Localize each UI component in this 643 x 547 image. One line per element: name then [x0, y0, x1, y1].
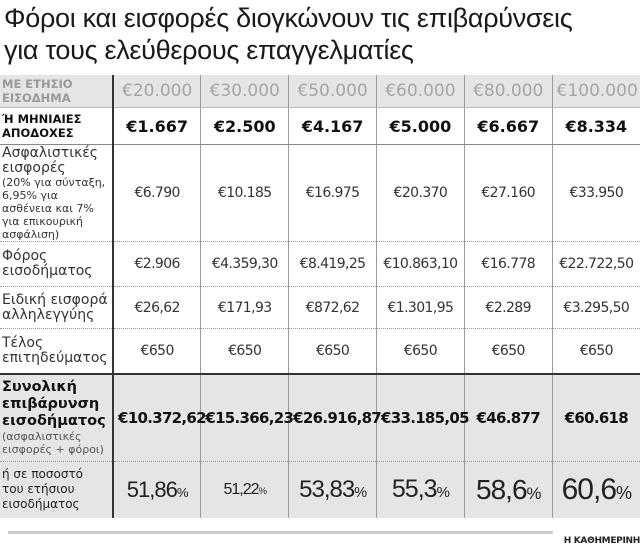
cell: €80.000 — [463, 75, 553, 108]
cell: €30.000 — [200, 75, 289, 108]
cell: 58,6% — [463, 461, 553, 518]
headline: Φόροι και εισφορές διογκώνουν τις επιβαρ… — [4, 2, 573, 66]
cell: €6.790 — [112, 144, 201, 242]
cell: €26.916,87 — [288, 373, 382, 462]
cell: €171,93 — [200, 286, 289, 329]
cell: €33.950 — [551, 144, 640, 242]
cell: €22.722,50 — [551, 241, 640, 287]
headline-line-1: Φόροι και εισφορές διογκώνουν τις επιβαρ… — [4, 3, 573, 33]
footer-divider — [8, 531, 553, 534]
annual-income-label: ΜΕ ΕΤΗΣΙΟ ΕΙΣΟΔΗΜΑ — [0, 75, 114, 108]
cell: €2.289 — [463, 286, 553, 329]
cell: €2.500 — [200, 107, 289, 145]
insurance-label: Ασφαλιστικές εισφορές (20% για σύνταξη, 6… — [0, 144, 114, 242]
cell: €2.906 — [112, 241, 201, 287]
cell: €8.419,25 — [288, 241, 377, 287]
cell: 51,22% — [200, 461, 289, 518]
cell: 51,86% — [112, 461, 201, 518]
headline-line-2: για τους ελεύθερους επαγγελματίες — [4, 35, 414, 65]
cell: €1.301,95 — [375, 286, 465, 329]
cell: €650 — [288, 328, 377, 375]
cell: €650 — [112, 328, 201, 375]
cell: 53,83% — [288, 461, 377, 518]
cell: €5.000 — [375, 107, 465, 145]
cell: €8.334 — [551, 107, 640, 145]
source-credit: Η ΚΑΘΗΜΕΡΙΝΗ — [563, 536, 641, 546]
business-fee-label: Τέλος επιτηδεύματος — [0, 328, 114, 375]
income-tax-row: Φόρος εισοδήματος €2.906 €4.359,30 €8.41… — [0, 241, 640, 287]
insurance-row: Ασφαλιστικές εισφορές (20% για σύνταξη, 6… — [0, 144, 640, 242]
monthly-income-row: Ή ΜΗΝΙΑΙΕΣ ΑΠΟΔΟΧΕΣ €1.667 €2.500 €4.167 … — [0, 107, 640, 145]
cell: €20.370 — [375, 144, 465, 242]
cell: €650 — [463, 328, 553, 375]
cell: €872,62 — [288, 286, 377, 329]
total-burden-label: Συνολική επιβάρυνση εισοδήματος (ασφαλιστ… — [0, 373, 114, 462]
cell: €60.618 — [551, 373, 640, 462]
monthly-income-label: Ή ΜΗΝΙΑΙΕΣ ΑΠΟΔΟΧΕΣ — [0, 107, 114, 145]
cell: €10.863,10 — [375, 241, 465, 287]
cell: €3.295,50 — [551, 286, 640, 329]
cell: €20.000 — [112, 75, 201, 108]
cell: €27.160 — [463, 144, 553, 242]
cell: €50.000 — [288, 75, 377, 108]
tax-burden-table: ΜΕ ΕΤΗΣΙΟ ΕΙΣΟΔΗΜΑ €20.000 €30.000 €50.00… — [0, 75, 640, 518]
cell: €10.372,62 — [112, 373, 207, 462]
solidarity-label: Ειδική εισφορά αλληλεγγύης — [0, 286, 114, 329]
cell: €6.667 — [463, 107, 553, 145]
cell: €16.778 — [463, 241, 553, 287]
business-fee-row: Τέλος επιτηδεύματος €650 €650 €650 €650 … — [0, 328, 640, 375]
cell: 60,6% — [551, 461, 640, 518]
total-burden-row: Συνολική επιβάρυνση εισοδήματος (ασφαλιστ… — [0, 373, 640, 462]
cell: €650 — [551, 328, 640, 375]
percent-label: ή σε ποσοστό του ετήσιου εισοδήματος — [0, 461, 114, 518]
cell: €15.366,23 — [200, 373, 294, 462]
cell: €46.877 — [463, 373, 553, 462]
cell: €4.359,30 — [200, 241, 289, 287]
cell: €100.000 — [551, 75, 640, 108]
income-tax-label: Φόρος εισοδήματος — [0, 241, 114, 287]
cell: €26,62 — [112, 286, 201, 329]
annual-income-row: ΜΕ ΕΤΗΣΙΟ ΕΙΣΟΔΗΜΑ €20.000 €30.000 €50.00… — [0, 75, 640, 108]
cell: €16.975 — [288, 144, 377, 242]
cell: €4.167 — [288, 107, 377, 145]
cell: €33.185,05 — [375, 373, 470, 462]
cell: 55,3% — [375, 461, 465, 518]
cell: €60.000 — [375, 75, 465, 108]
cell: €650 — [375, 328, 465, 375]
cell: €1.667 — [112, 107, 201, 145]
cell: €10.185 — [200, 144, 289, 242]
percent-row: ή σε ποσοστό του ετήσιου εισοδήματος 51,… — [0, 461, 640, 518]
solidarity-row: Ειδική εισφορά αλληλεγγύης €26,62 €171,9… — [0, 286, 640, 329]
cell: €650 — [200, 328, 289, 375]
